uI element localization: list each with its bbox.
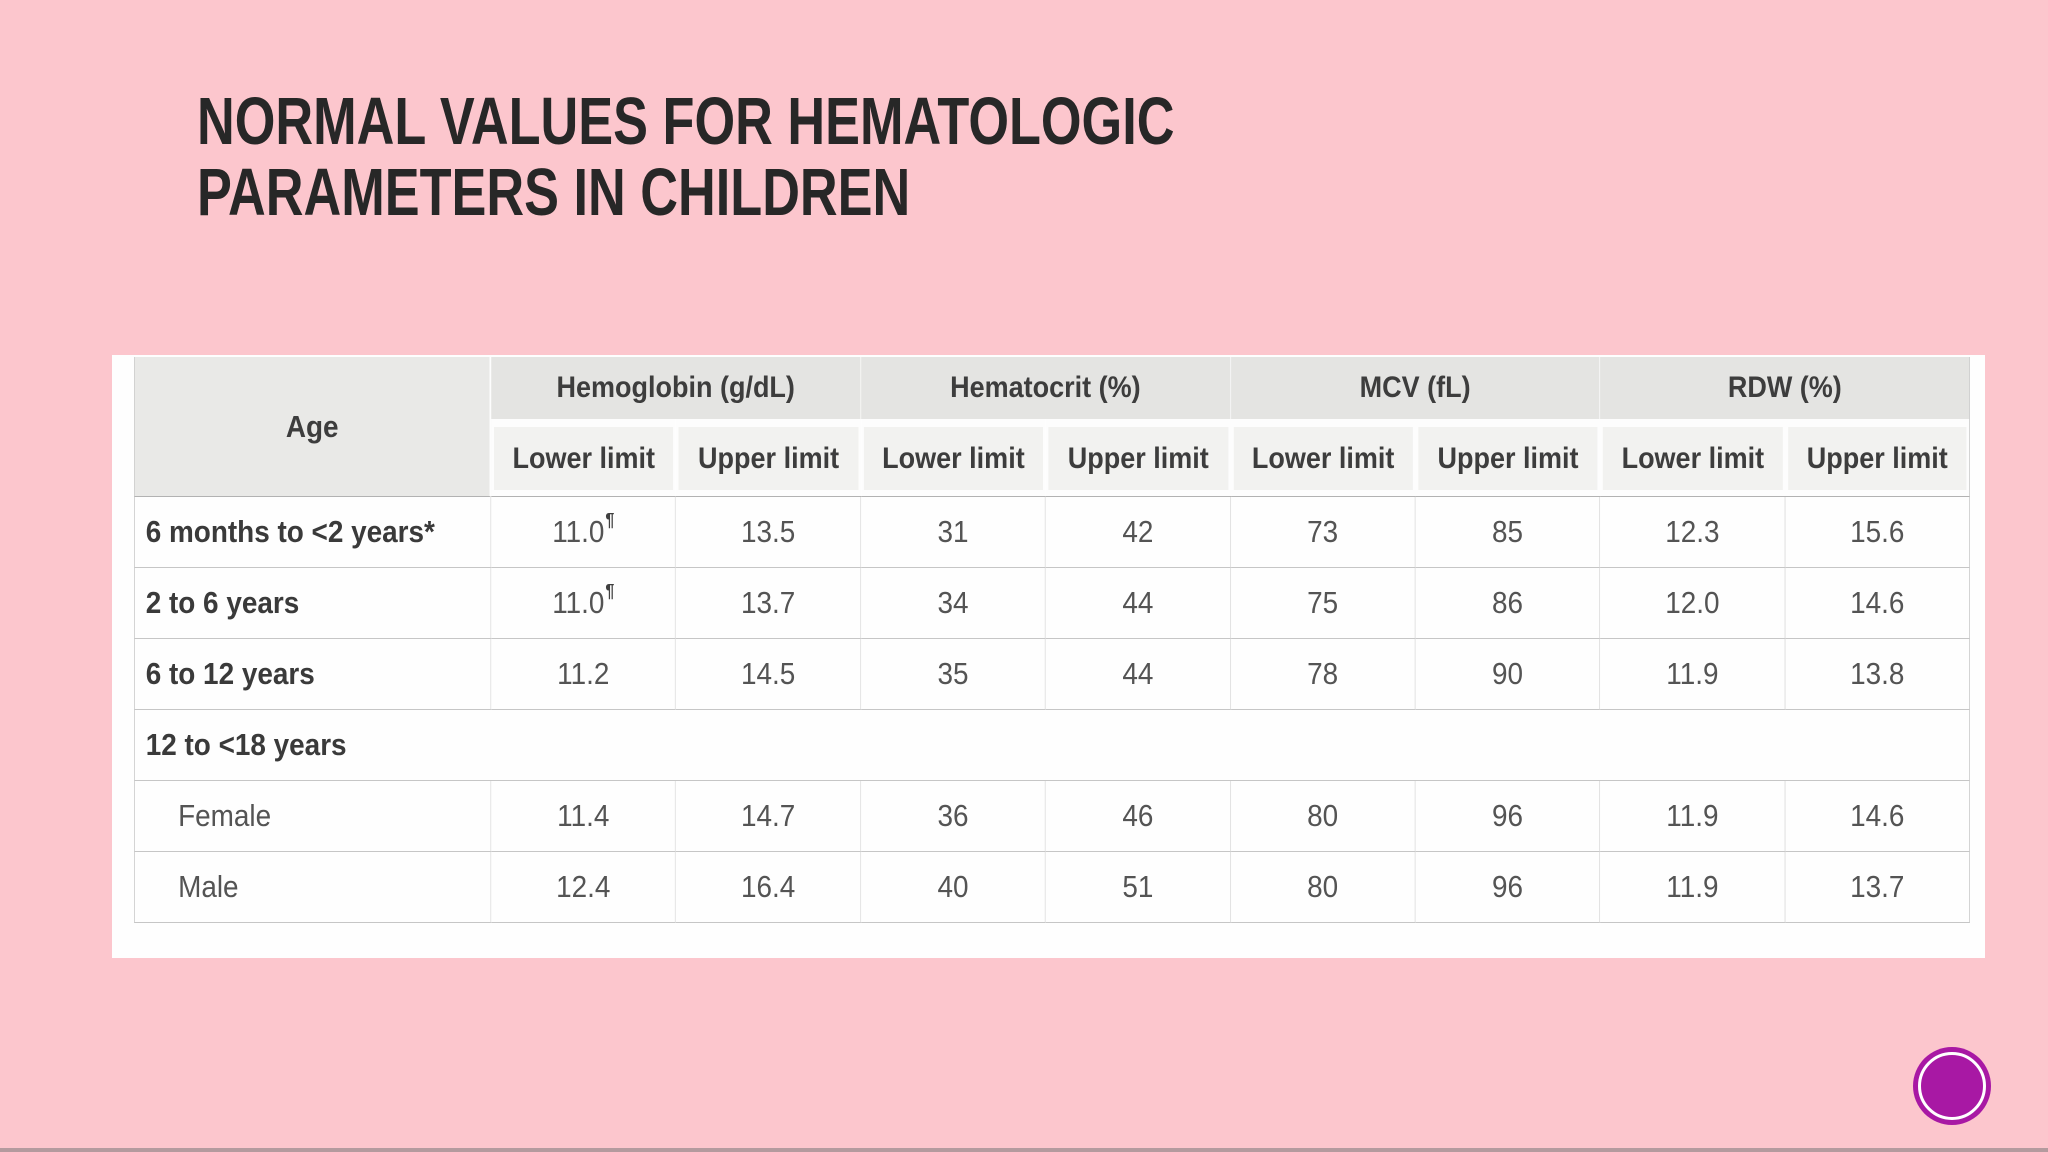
value-cell: 90: [1415, 639, 1601, 710]
subheader-label: Upper limit: [1418, 427, 1598, 490]
value-cell: 11.0 ¶: [491, 568, 677, 639]
subheader-hematocrit-upper: Upper limit: [1045, 419, 1231, 497]
value-cell: 80: [1230, 781, 1416, 852]
age-cell: Female: [134, 781, 492, 852]
subheader-label: Upper limit: [1048, 427, 1229, 490]
value-cell: 96: [1415, 852, 1601, 923]
subheader-label: Lower limit: [494, 427, 674, 490]
value-cell: 11.9: [1600, 639, 1786, 710]
value-cell: 12.3: [1600, 497, 1786, 568]
slide-title: NORMAL VALUES FOR HEMATOLOGIC PARAMETERS…: [197, 86, 1174, 228]
value-cell: 44: [1045, 639, 1231, 710]
value-cell: 11.4: [491, 781, 677, 852]
subheader-hemoglobin-lower: Lower limit: [491, 419, 677, 497]
value-cell: 85: [1415, 497, 1601, 568]
value-cell: 46: [1045, 781, 1231, 852]
bottom-edge-bar: [0, 1148, 2048, 1152]
age-cell: 2 to 6 years: [134, 568, 492, 639]
value-cell: 11.2: [491, 639, 677, 710]
value-cell: 12.0: [1600, 568, 1786, 639]
subheader-hematocrit-lower: Lower limit: [861, 419, 1046, 497]
subheader-mcv-upper: Upper limit: [1415, 419, 1601, 497]
value-cell: 96: [1415, 781, 1601, 852]
subheader-label: Lower limit: [1233, 427, 1413, 490]
value-cell: 16.4: [676, 852, 862, 923]
footnote-pilcrow: ¶: [605, 510, 615, 530]
value-cell: 34: [861, 568, 1046, 639]
hematology-table: Age Hemoglobin (g/dL) Hematocrit (%) MCV…: [134, 357, 1971, 923]
value-cell: 42: [1045, 497, 1231, 568]
subheader-label: Upper limit: [678, 427, 859, 490]
value-cell: 11.9: [1600, 781, 1786, 852]
age-cell: Male: [134, 852, 492, 923]
slide-title-line-1: NORMAL VALUES FOR HEMATOLOGIC: [197, 84, 1175, 159]
subheader-label: Lower limit: [863, 427, 1044, 490]
value-cell: 44: [1045, 568, 1231, 639]
value-cell: 75: [1230, 568, 1416, 639]
value-cell: 14.6: [1785, 781, 1971, 852]
subheader-mcv-lower: Lower limit: [1230, 419, 1416, 497]
decorative-circle-ring: [1918, 1052, 1986, 1120]
value-cell: 40: [861, 852, 1046, 923]
footnote-pilcrow: ¶: [605, 581, 615, 601]
value-cell: 12.4: [491, 852, 677, 923]
slide-title-line-2: PARAMETERS IN CHILDREN: [197, 155, 911, 230]
value-cell: 14.5: [676, 639, 862, 710]
value-cell: 13.7: [676, 568, 862, 639]
value-cell: 14.6: [1785, 568, 1971, 639]
value-cell: 35: [861, 639, 1046, 710]
group-header-hemoglobin: Hemoglobin (g/dL): [491, 357, 862, 419]
value-cell: 13.5: [676, 497, 862, 568]
decorative-circle: [1913, 1047, 1991, 1125]
age-cell: 6 to 12 years: [134, 639, 492, 710]
value-cell: 51: [1045, 852, 1231, 923]
value-cell: 11.0 ¶: [491, 497, 677, 568]
value-text: 11.0: [552, 514, 605, 549]
group-header-rdw: RDW (%): [1600, 357, 1971, 419]
section-row: 12 to <18 years: [134, 710, 1971, 781]
value-cell: 11.9: [1600, 852, 1786, 923]
value-text: 11.0: [552, 585, 605, 620]
value-cell: 31: [861, 497, 1046, 568]
subheader-label: Upper limit: [1787, 427, 1967, 490]
value-cell: 86: [1415, 568, 1601, 639]
value-cell: 78: [1230, 639, 1416, 710]
subheader-hemoglobin-upper: Upper limit: [676, 419, 862, 497]
age-cell: 6 months to <2 years*: [134, 497, 492, 568]
value-cell: 14.7: [676, 781, 862, 852]
value-cell: 73: [1230, 497, 1416, 568]
group-header-mcv: MCV (fL): [1230, 357, 1601, 419]
group-header-hematocrit: Hematocrit (%): [861, 357, 1231, 419]
subheader-rdw-upper: Upper limit: [1785, 419, 1971, 497]
value-cell: 80: [1230, 852, 1416, 923]
value-cell: 13.7: [1785, 852, 1971, 923]
subheader-label: Lower limit: [1603, 427, 1783, 490]
value-cell: 15.6: [1785, 497, 1971, 568]
age-header-cell: Age: [134, 357, 492, 497]
value-cell: 36: [861, 781, 1046, 852]
subheader-rdw-lower: Lower limit: [1600, 419, 1786, 497]
value-cell: 13.8: [1785, 639, 1971, 710]
